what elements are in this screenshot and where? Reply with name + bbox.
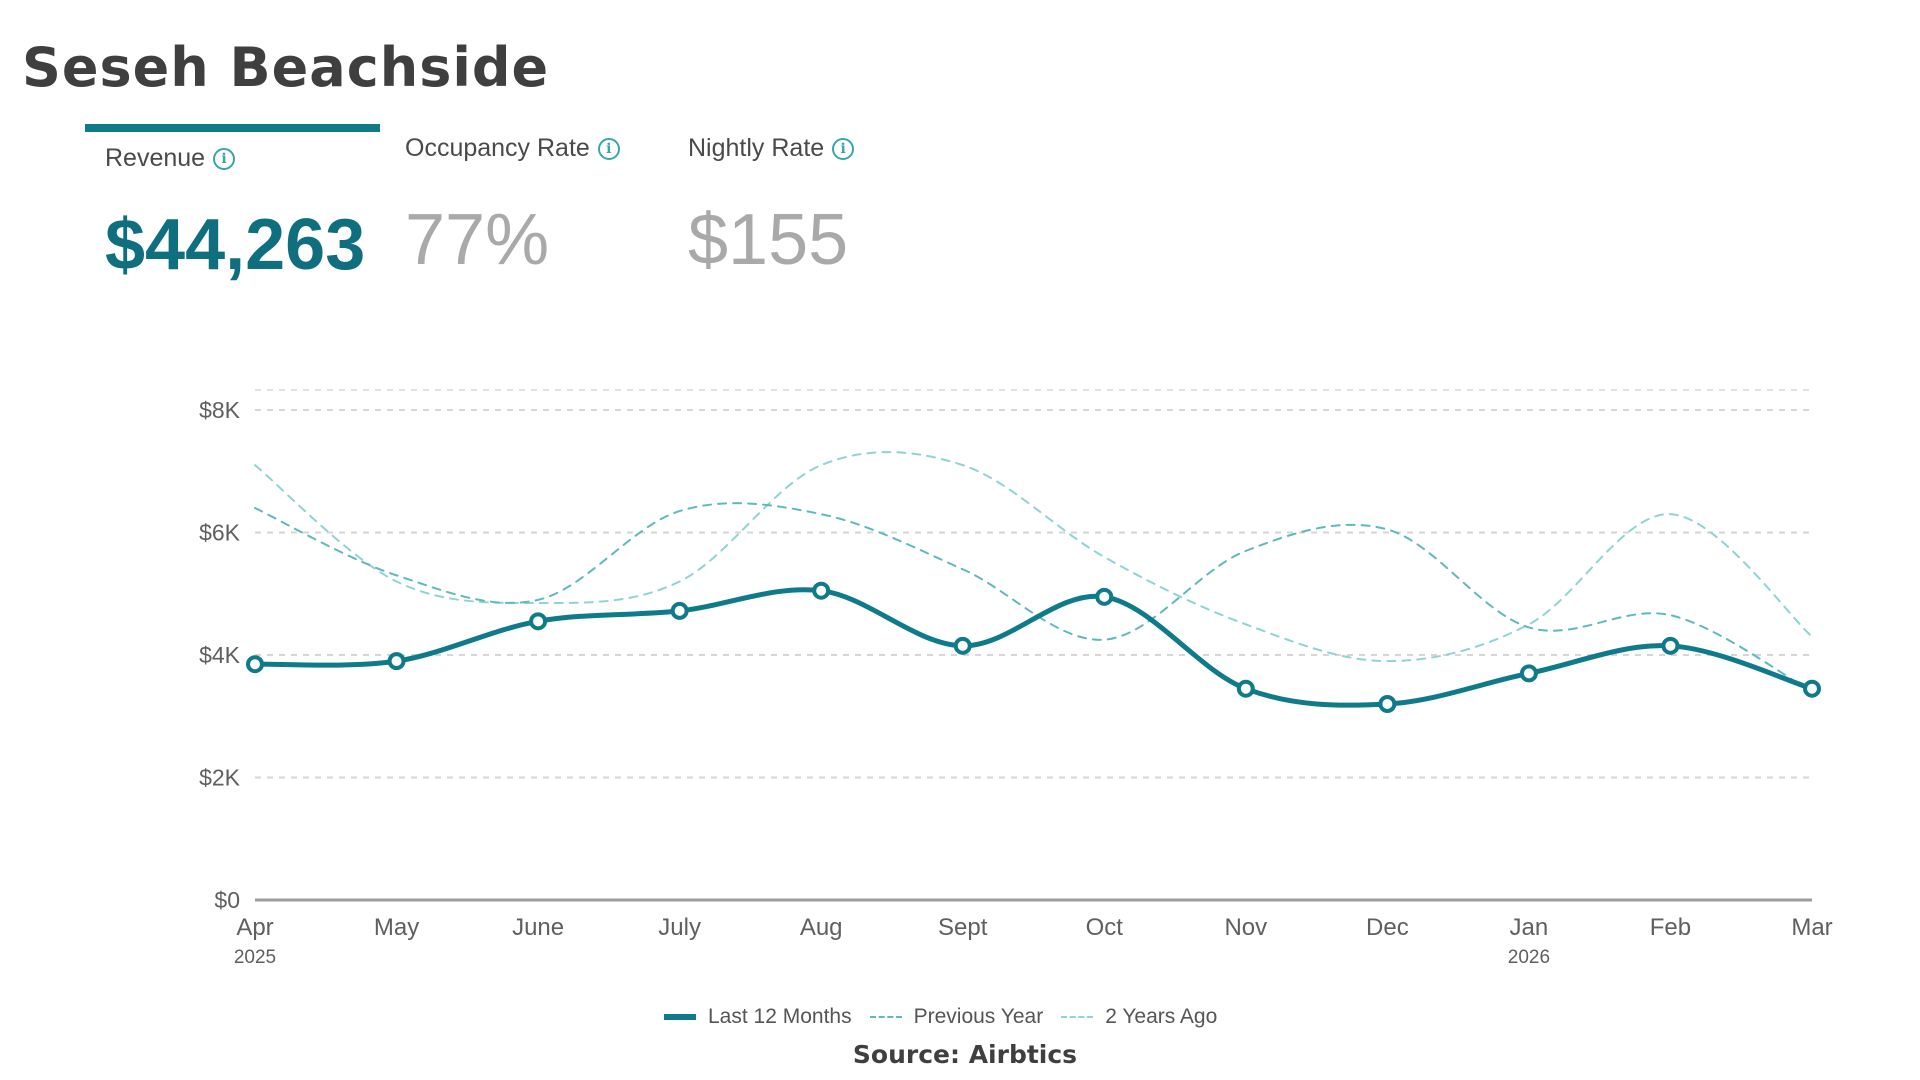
legend-item-last-12-months[interactable]: Last 12 Months: [664, 1005, 852, 1029]
series-line-previous-year: [254, 502, 1813, 693]
page-title: Seseh Beachside: [22, 36, 550, 99]
legend-solid-swatch: [664, 1014, 696, 1020]
y-tick-label: $2K: [199, 765, 241, 791]
data-point[interactable]: [1803, 679, 1821, 698]
revenue-line-chart: $0 $2K $4K $6K $8K Apr 2025 May June July Aug Sept…: [199, 389, 1833, 968]
nightly-rate-label: Nightly Rate i: [688, 134, 855, 163]
chart-points: [246, 581, 1821, 713]
occupancy-rate-value: 77%: [405, 200, 550, 280]
x-tick-label: Apr: [236, 914, 273, 941]
y-tick-label: $8K: [199, 397, 241, 423]
chart-series: [252, 451, 1815, 708]
data-point[interactable]: [1095, 587, 1114, 606]
x-axis-labels: Apr 2025 May June July Aug Sept Oct Nov Dec Jan 202…: [234, 914, 1833, 968]
x-tick-year-label: 2025: [234, 947, 276, 968]
legend-label: Last 12 Months: [708, 1005, 852, 1028]
nightly-rate-value: $155: [688, 200, 849, 280]
data-point[interactable]: [812, 581, 831, 600]
x-tick-label: Mar: [1791, 914, 1832, 941]
y-tick-label: $6K: [199, 520, 241, 546]
x-tick-label: Nov: [1224, 914, 1267, 941]
data-point[interactable]: [1378, 695, 1397, 713]
chart-legend: Last 12 Months Previous Year 2 Years Ago: [664, 1005, 1217, 1029]
legend-dashed-swatch: [869, 1016, 902, 1018]
info-circle-icon[interactable]: i: [213, 147, 236, 170]
x-tick-label: Aug: [800, 914, 843, 941]
revenue-label: Revenue i: [105, 144, 236, 173]
x-tick-label: July: [658, 914, 701, 941]
data-point[interactable]: [1519, 664, 1538, 683]
x-tick-label: Sept: [938, 914, 988, 941]
legend-item-previous-year[interactable]: Previous Year: [869, 1005, 1044, 1029]
series-line-last-12-months: [252, 587, 1815, 708]
occupancy-rate-label: Occupancy Rate i: [405, 134, 620, 163]
data-point[interactable]: [387, 652, 406, 671]
info-circle-icon[interactable]: i: [832, 137, 855, 160]
revenue-value: $44,263: [105, 205, 366, 285]
x-tick-label: May: [374, 914, 419, 941]
x-tick-year-label: 2026: [1508, 947, 1550, 968]
active-tab-indicator: [85, 124, 380, 132]
x-tick-label: June: [512, 914, 564, 941]
x-tick-label: Feb: [1650, 914, 1691, 941]
chart-grid: [255, 389, 1812, 902]
series-line-2-years-ago: [254, 451, 1813, 663]
y-tick-label: $0: [214, 887, 240, 913]
source-note: Source: Airbtics: [852, 1040, 1078, 1069]
data-point[interactable]: [246, 655, 264, 674]
x-tick-label: Dec: [1366, 914, 1409, 941]
legend-item-2-years-ago[interactable]: 2 Years Ago: [1061, 1005, 1217, 1029]
legend-dashed-swatch: [1061, 1016, 1094, 1018]
info-circle-icon[interactable]: i: [597, 137, 620, 160]
legend-label: Previous Year: [913, 1005, 1044, 1028]
data-point[interactable]: [670, 601, 689, 620]
legend-label: 2 Years Ago: [1105, 1005, 1218, 1028]
data-point[interactable]: [529, 612, 548, 631]
data-point[interactable]: [1661, 636, 1680, 655]
x-tick-label: Jan: [1510, 914, 1549, 941]
data-point[interactable]: [953, 636, 972, 655]
y-tick-label: $4K: [199, 642, 241, 668]
y-axis-labels: $0 $2K $4K $6K $8K: [199, 397, 241, 913]
x-tick-label: Oct: [1086, 914, 1124, 941]
data-point[interactable]: [1236, 679, 1255, 698]
